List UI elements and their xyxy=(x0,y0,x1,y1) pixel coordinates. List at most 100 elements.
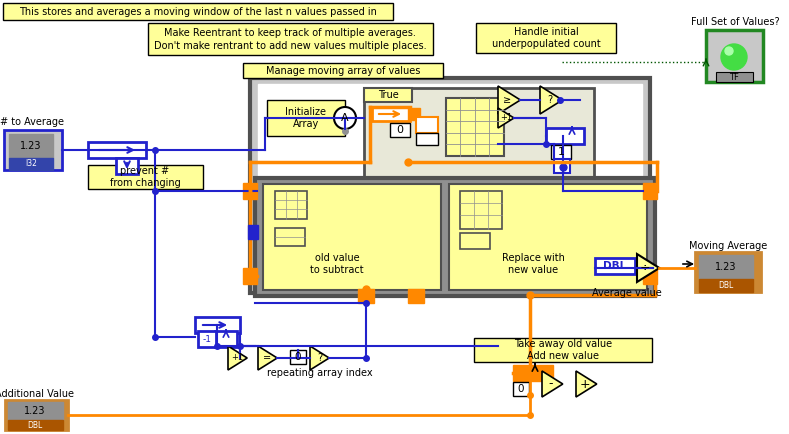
Text: A: A xyxy=(341,113,349,123)
Text: 1: 1 xyxy=(558,147,564,157)
Polygon shape xyxy=(576,371,596,397)
Text: TF: TF xyxy=(729,72,739,82)
FancyBboxPatch shape xyxy=(716,72,753,82)
Polygon shape xyxy=(637,254,660,282)
FancyBboxPatch shape xyxy=(195,317,240,333)
FancyBboxPatch shape xyxy=(243,183,257,199)
Text: +: + xyxy=(580,378,590,391)
Polygon shape xyxy=(498,86,521,114)
Text: ?: ? xyxy=(548,95,552,105)
Text: 0: 0 xyxy=(295,352,301,362)
Text: ≥: ≥ xyxy=(503,95,511,105)
FancyBboxPatch shape xyxy=(416,117,438,133)
FancyBboxPatch shape xyxy=(551,145,571,159)
Text: This stores and averages a moving window of the last n values passed in: This stores and averages a moving window… xyxy=(19,7,377,17)
Text: Handle initial
underpopulated count: Handle initial underpopulated count xyxy=(492,27,600,49)
Text: DBL: DBL xyxy=(28,421,43,430)
Text: Moving Average: Moving Average xyxy=(689,241,767,251)
FancyBboxPatch shape xyxy=(513,382,529,396)
Text: Additional Value: Additional Value xyxy=(0,389,74,399)
Polygon shape xyxy=(542,371,563,397)
Text: I32: I32 xyxy=(25,160,37,168)
FancyBboxPatch shape xyxy=(9,158,53,170)
FancyBboxPatch shape xyxy=(267,100,345,136)
Text: =: = xyxy=(263,353,271,363)
FancyBboxPatch shape xyxy=(408,108,420,120)
FancyBboxPatch shape xyxy=(243,268,257,284)
FancyBboxPatch shape xyxy=(290,350,306,364)
Text: Replace with
new value: Replace with new value xyxy=(502,253,564,275)
Text: +1: +1 xyxy=(231,354,243,362)
FancyBboxPatch shape xyxy=(390,123,410,137)
FancyBboxPatch shape xyxy=(9,134,53,158)
FancyBboxPatch shape xyxy=(198,331,216,347)
FancyBboxPatch shape xyxy=(88,142,146,158)
FancyBboxPatch shape xyxy=(699,255,753,279)
FancyBboxPatch shape xyxy=(88,165,203,189)
FancyBboxPatch shape xyxy=(643,268,657,284)
Text: Full Set of Values?: Full Set of Values? xyxy=(690,17,780,27)
Text: 1.23: 1.23 xyxy=(716,262,737,272)
FancyBboxPatch shape xyxy=(8,402,63,420)
FancyBboxPatch shape xyxy=(3,3,393,20)
Text: Make Reentrant to keep track of multiple averages.: Make Reentrant to keep track of multiple… xyxy=(164,28,416,38)
FancyBboxPatch shape xyxy=(372,107,410,121)
Text: 1.23: 1.23 xyxy=(21,141,42,151)
Text: -1: -1 xyxy=(203,335,211,343)
Text: prevent #
from changing: prevent # from changing xyxy=(110,166,181,188)
Text: Initialize
Array: Initialize Array xyxy=(286,107,327,129)
Text: 1.23: 1.23 xyxy=(24,406,46,416)
FancyBboxPatch shape xyxy=(595,258,635,274)
FancyBboxPatch shape xyxy=(215,331,237,347)
Text: True: True xyxy=(378,90,398,100)
Text: 0: 0 xyxy=(397,125,403,135)
Text: -: - xyxy=(549,378,553,391)
FancyBboxPatch shape xyxy=(8,420,63,430)
Text: DBL: DBL xyxy=(718,280,734,289)
FancyBboxPatch shape xyxy=(449,184,647,290)
FancyBboxPatch shape xyxy=(695,252,761,292)
FancyBboxPatch shape xyxy=(460,191,502,229)
FancyBboxPatch shape xyxy=(513,365,553,381)
FancyBboxPatch shape xyxy=(546,128,584,144)
Polygon shape xyxy=(258,346,277,370)
Text: DBL: DBL xyxy=(604,261,626,271)
FancyBboxPatch shape xyxy=(248,225,258,239)
FancyBboxPatch shape xyxy=(255,178,655,296)
Circle shape xyxy=(725,47,733,55)
FancyBboxPatch shape xyxy=(4,130,62,170)
FancyBboxPatch shape xyxy=(364,88,594,206)
Polygon shape xyxy=(498,108,514,128)
FancyBboxPatch shape xyxy=(250,78,650,293)
Text: Don't make rentrant to add new values multiple places.: Don't make rentrant to add new values mu… xyxy=(154,41,426,51)
Text: ?: ? xyxy=(317,353,323,363)
FancyBboxPatch shape xyxy=(643,183,657,199)
Text: Manage moving array of values: Manage moving array of values xyxy=(266,66,421,76)
FancyBboxPatch shape xyxy=(416,133,438,145)
Text: Take away old value
Add new value: Take away old value Add new value xyxy=(514,339,612,361)
Text: # to Average: # to Average xyxy=(0,117,64,127)
FancyBboxPatch shape xyxy=(446,98,504,156)
FancyBboxPatch shape xyxy=(275,228,305,246)
FancyBboxPatch shape xyxy=(706,30,763,82)
FancyBboxPatch shape xyxy=(243,63,443,78)
Polygon shape xyxy=(228,346,247,370)
Text: ÷: ÷ xyxy=(640,262,650,274)
FancyBboxPatch shape xyxy=(460,233,490,249)
Polygon shape xyxy=(540,86,563,114)
Text: Average value: Average value xyxy=(592,288,662,298)
FancyBboxPatch shape xyxy=(116,158,138,174)
Text: +1: +1 xyxy=(500,114,512,122)
FancyBboxPatch shape xyxy=(358,289,374,303)
Circle shape xyxy=(334,107,356,129)
FancyBboxPatch shape xyxy=(5,400,68,430)
FancyBboxPatch shape xyxy=(408,289,424,303)
Circle shape xyxy=(721,44,747,70)
FancyBboxPatch shape xyxy=(258,84,642,287)
FancyBboxPatch shape xyxy=(148,23,433,55)
FancyBboxPatch shape xyxy=(275,191,307,219)
FancyBboxPatch shape xyxy=(554,159,570,173)
FancyBboxPatch shape xyxy=(476,23,616,53)
FancyBboxPatch shape xyxy=(364,88,412,102)
FancyBboxPatch shape xyxy=(263,184,441,290)
